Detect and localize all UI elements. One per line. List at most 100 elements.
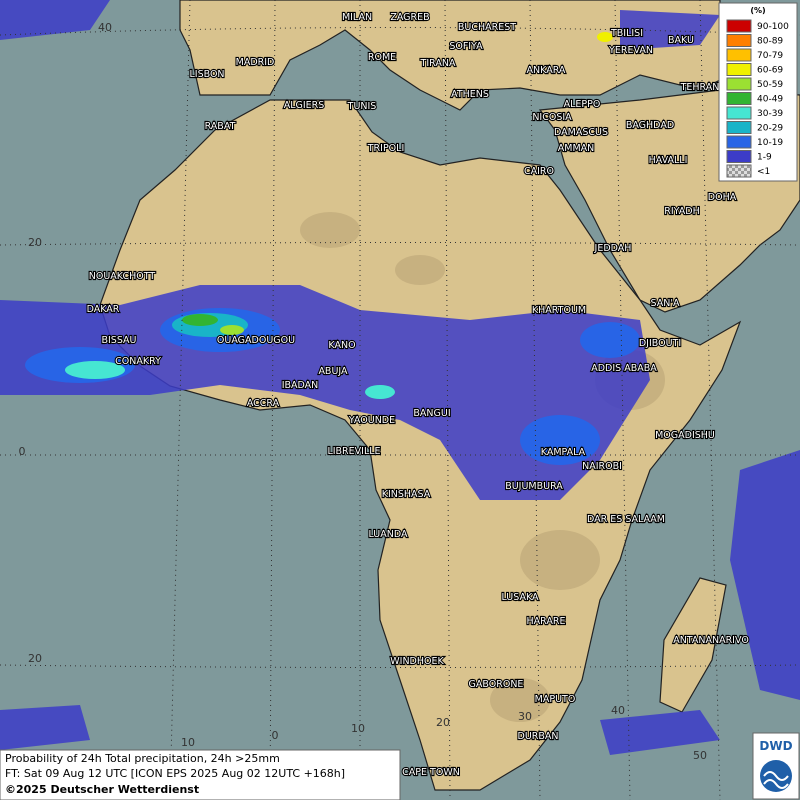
legend-swatch <box>726 34 752 47</box>
legend-swatch <box>726 106 752 120</box>
city-label: TUNIS <box>347 101 377 112</box>
city-label: ADDIS ABABA <box>591 363 657 374</box>
city-label: WINDHOEK <box>390 656 444 667</box>
city-label: TIRANA <box>420 58 456 69</box>
city-label: ATHENS <box>451 89 489 100</box>
grid-label: 0 <box>272 729 279 742</box>
city-label: IBADAN <box>282 380 319 391</box>
caption-box <box>0 749 401 801</box>
city-label: ACCRA <box>247 398 280 409</box>
city-label: MADRID <box>236 57 275 68</box>
city-label: NAIROBI <box>582 461 622 472</box>
city-label: ZAGREB <box>390 12 429 23</box>
legend-swatch <box>726 150 752 163</box>
legend-label: 60-69 <box>757 66 783 76</box>
city-label: YEREVAN <box>608 45 653 56</box>
city-label: OUAGADOUGOU <box>217 335 295 346</box>
city-label: LIBREVILLE <box>327 446 380 457</box>
legend-label: 90-100 <box>757 22 789 32</box>
legend: (%) 90-100 80-89 70-79 60-69 50-59 40-49 30-39… <box>718 2 798 182</box>
city-label: AMMAN <box>558 143 595 154</box>
grid-label: 20 <box>28 236 42 249</box>
grid-label: 10 <box>351 722 365 735</box>
legend-label: 1-9 <box>757 153 772 163</box>
city-label: LISBON <box>189 69 224 80</box>
city-label: MILAN <box>342 12 372 23</box>
city-label: RABAT <box>205 121 236 132</box>
legend-swatch <box>726 63 752 76</box>
legend-label: 20-29 <box>757 124 783 134</box>
city-label: LUANDA <box>368 529 408 540</box>
legend-swatch <box>726 121 752 134</box>
legend-swatch <box>726 19 752 33</box>
city-label: SOFIYA <box>449 41 483 52</box>
city-label: KANO <box>328 340 355 351</box>
city-label: DAMASCUS <box>554 127 608 138</box>
city-label: ALEPPO <box>564 99 601 110</box>
city-label: HAVALLI <box>649 155 688 166</box>
legend-swatch <box>726 48 752 62</box>
city-label: GABORONE <box>469 679 524 690</box>
city-label: MOGADISHU <box>655 430 715 441</box>
grid-label: 40 <box>611 704 625 717</box>
grid-label: 50 <box>693 749 707 762</box>
city-label: NICOSIA <box>532 112 572 123</box>
legend-label: 10-19 <box>757 138 783 148</box>
city-label: HARARE <box>527 616 566 627</box>
city-label: DAKAR <box>87 304 120 315</box>
city-label: ANTANANARIVO <box>673 635 749 646</box>
city-label: ROME <box>368 52 396 63</box>
city-label: MAPUTO <box>535 694 576 705</box>
city-label: BAGHDAD <box>626 120 674 131</box>
legend-swatch <box>726 164 752 178</box>
city-label: YAOUNDE <box>348 415 395 426</box>
city-label: KHARTOUM <box>532 305 586 316</box>
legend-label: 80-89 <box>757 37 783 47</box>
legend-swatch <box>726 135 752 149</box>
city-label: ABUJA <box>318 366 348 377</box>
cities: MILAN ZAGREB BUCHAREST SOFIYA ROME TIRANA ANKA… <box>85 11 749 779</box>
legend-swatch <box>726 92 752 105</box>
caption: Probability of 24h Total precipitation, … <box>0 749 401 801</box>
city-label: BAKU <box>668 35 694 46</box>
grid-label: 40 <box>98 21 112 34</box>
city-label: CONAKRY <box>115 356 161 367</box>
legend-title: (%) <box>750 6 765 15</box>
city-label: DAR ES SALAAM <box>587 514 665 525</box>
city-label: BUJUMBURA <box>505 481 563 492</box>
city-label: JEDDAH <box>594 243 632 254</box>
city-label: DJIBOUTI <box>639 338 681 349</box>
legend-label: 30-39 <box>757 109 783 119</box>
grid-label: 20 <box>28 652 42 665</box>
city-label: LUSAKA <box>501 592 539 603</box>
city-label: BANGUI <box>413 408 450 419</box>
city-label: CAIRO <box>524 166 554 177</box>
city-label: ALGIERS <box>284 100 325 111</box>
grid-label: 0 <box>19 445 26 458</box>
legend-label: 40-49 <box>757 95 783 105</box>
precipitation <box>0 0 800 755</box>
logo: DWD <box>752 732 800 800</box>
city-label: CAPE TOWN <box>402 767 460 778</box>
city-label: DOHA <box>708 192 737 203</box>
city-label: RIYADH <box>664 206 699 217</box>
grid-labels: 40 20 0 20 10 0 10 20 30 40 50 <box>19 21 708 762</box>
legend-label: 50-59 <box>757 80 783 90</box>
logo-text: DWD <box>759 739 792 753</box>
city-label: KAMPALA <box>541 447 586 458</box>
city-label: BISSAU <box>101 335 136 346</box>
grid-label: 30 <box>518 710 532 723</box>
city-label: TEHRAN <box>680 82 720 93</box>
grid-label: 10 <box>181 736 195 749</box>
city-label: NOUAKCHOTT <box>89 271 156 282</box>
caption-line: Probability of 24h Total precipitation, … <box>5 752 280 765</box>
legend-label: 70-79 <box>757 51 783 61</box>
grid-label: 20 <box>436 716 450 729</box>
city-label: BUCHAREST <box>458 22 516 33</box>
city-label: DURBAN <box>518 731 559 742</box>
city-label: ANKARA <box>527 65 566 76</box>
city-label: KINSHASA <box>382 489 431 500</box>
legend-label: <1 <box>757 167 770 177</box>
